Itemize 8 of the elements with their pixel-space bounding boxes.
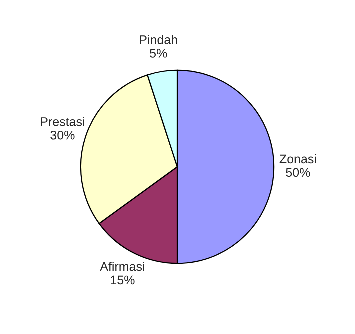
data-label: 5%: [150, 49, 168, 58]
data-label: 15%: [111, 276, 135, 285]
slice-label: Afirmasi: [100, 262, 144, 272]
slice-label: Pindah: [140, 35, 178, 44]
slice-label: Prestasi: [41, 117, 84, 126]
data-label: 30%: [50, 130, 75, 140]
slice-label: Zonasi: [280, 154, 316, 164]
data-label: 50%: [286, 168, 310, 178]
